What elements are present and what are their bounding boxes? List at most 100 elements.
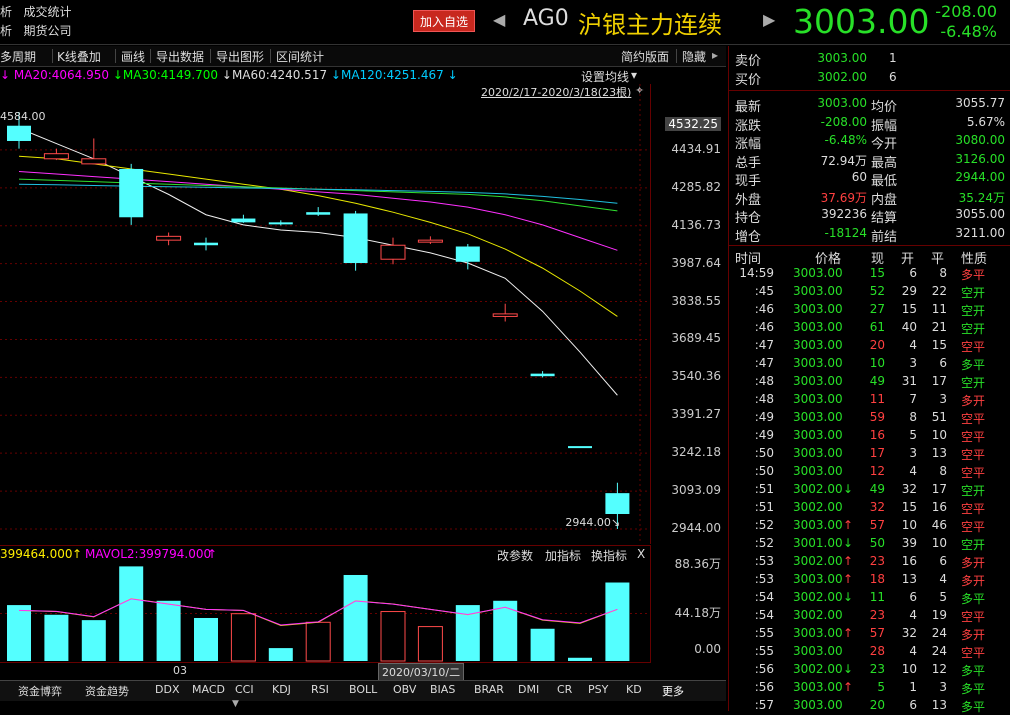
tab-cci[interactable]: CCI	[235, 683, 254, 696]
last-price: 3003.00	[793, 2, 930, 41]
tick-row[interactable]: :47 3003.00 10 3 6 多平	[729, 355, 1010, 373]
tab-资金博弈[interactable]: 资金博弈	[18, 685, 62, 698]
toolbar-hide[interactable]: 隐藏	[682, 50, 707, 64]
prev-arrow-icon[interactable]: ◀	[493, 10, 506, 29]
ma-settings-dropdown-icon[interactable]: ▾	[631, 68, 638, 82]
stat-value: 3055.77	[955, 96, 1005, 110]
tick-row[interactable]: :53 3003.00 ↑ 18 13 4 多开	[729, 571, 1010, 589]
tick-row[interactable]: :52 3001.00 ↓ 50 39 10 空开	[729, 535, 1010, 553]
tick-time: :49	[754, 428, 774, 442]
tick-volume: 10	[869, 356, 885, 370]
kline-chart[interactable]: 4584.00 2944.00↘	[0, 84, 650, 544]
tick-volume: 23	[869, 662, 885, 676]
tick-close: 17	[931, 482, 947, 496]
ma-settings-button[interactable]: 设置均线	[581, 70, 630, 84]
candle-body	[231, 218, 256, 223]
tick-row[interactable]: :56 3002.00 ↓ 23 10 12 多平	[729, 661, 1010, 679]
tab-psy[interactable]: PSY	[588, 683, 609, 696]
tick-time: :57	[754, 698, 774, 712]
toolbar-dropdown-icon[interactable]: ▸	[712, 48, 719, 62]
tick-close: 6	[939, 554, 947, 568]
next-arrow-icon[interactable]: ▶	[763, 10, 776, 29]
tick-type: 多开	[961, 574, 986, 588]
tick-type: 多开	[961, 394, 986, 408]
tick-row[interactable]: :52 3003.00 ↑ 57 10 46 空平	[729, 517, 1010, 535]
tick-time: :54	[754, 590, 774, 604]
tick-row[interactable]: :47 3003.00 20 4 15 空平	[729, 337, 1010, 355]
tick-row[interactable]: :49 3003.00 59 8 51 空平	[729, 409, 1010, 427]
tick-row[interactable]: :53 3002.00 ↑ 23 16 6 多开	[729, 553, 1010, 571]
tick-row[interactable]: :54 3002.00 23 4 19 空平	[729, 607, 1010, 625]
toolbar-range-stats[interactable]: 区间统计	[276, 50, 325, 64]
tick-table[interactable]: 14:59 3003.00 15 6 8 多平:45 3003.00 52 29 22 空开:46 3…	[729, 265, 1010, 714]
mavol-arrow-icon: ↑	[207, 547, 218, 561]
ma-line-blue	[18, 183, 618, 204]
volume-chart[interactable]	[0, 563, 650, 663]
date-range[interactable]: 2020/2/17-2020/3/18(23根)	[481, 86, 632, 99]
tick-row[interactable]: :54 3002.00 ↓ 11 6 5 多平	[729, 589, 1010, 607]
tab-bias[interactable]: BIAS	[430, 683, 456, 696]
candle	[81, 138, 107, 165]
add-to-watchlist-button[interactable]: 加入自选	[413, 10, 475, 32]
tab-kd[interactable]: KD	[626, 683, 642, 696]
tick-row[interactable]: :46 3003.00 61 40 21 空开	[729, 319, 1010, 337]
tab-kdj[interactable]: KDJ	[272, 683, 291, 696]
tab-cr[interactable]: CR	[557, 683, 573, 696]
tab-资金趋势[interactable]: 资金趋势	[85, 685, 129, 698]
price-change-pct: -6.48%	[940, 22, 997, 41]
tab-boll[interactable]: BOLL	[349, 683, 378, 696]
tick-volume: 61	[869, 320, 885, 334]
tick-row[interactable]: :51 3002.00 ↓ 49 32 17 空开	[729, 481, 1010, 499]
volume-bar	[7, 605, 31, 661]
volume-bar	[530, 628, 555, 661]
tab-dmi[interactable]: DMI	[518, 683, 540, 696]
tab-ddx[interactable]: DDX	[155, 683, 180, 696]
tick-volume: 16	[869, 428, 885, 442]
tick-row[interactable]: :57 3003.00 20 6 13 多平	[729, 697, 1010, 715]
tab-更多[interactable]: 更多	[662, 685, 684, 698]
tick-row[interactable]: :49 3003.00 16 5 10 空平	[729, 427, 1010, 445]
tick-row[interactable]: :48 3003.00 49 31 17 空开	[729, 373, 1010, 391]
tick-open: 1	[909, 680, 917, 694]
change-params-button[interactable]: 改参数	[497, 549, 534, 563]
tab-macd[interactable]: MACD	[192, 683, 225, 696]
toolbar-export-data[interactable]: 导出数据	[156, 50, 205, 64]
volume-bar	[156, 600, 181, 661]
tab-obv[interactable]: OBV	[393, 683, 417, 696]
tick-open: 10	[901, 518, 917, 532]
tick-row[interactable]: :48 3003.00 11 7 3 多开	[729, 391, 1010, 409]
tick-row[interactable]: :55 3003.00 ↑ 57 32 24 多开	[729, 625, 1010, 643]
menu-futures-company[interactable]: 期货公司	[23, 24, 72, 38]
ma20-value: MA20:4064.950	[13, 68, 110, 82]
price-tick-current: 4532.25	[665, 117, 721, 132]
add-indicator-button[interactable]: 加指标	[545, 549, 582, 563]
toolbar-export-image[interactable]: 导出图形	[216, 50, 265, 64]
tick-row[interactable]: :46 3003.00 27 15 11 空开	[729, 301, 1010, 319]
scroll-down-icon[interactable]: ▼	[232, 699, 239, 709]
tick-row[interactable]: :56 3003.00 ↑ 5 1 3 多平	[729, 679, 1010, 697]
tick-row[interactable]: :51 3002.00 32 15 16 空平	[729, 499, 1010, 517]
toolbar-simple-layout[interactable]: 简约版面	[621, 50, 670, 64]
close-indicator-icon[interactable]: X	[637, 547, 646, 561]
menu-analysis[interactable]: 析 成交统计	[0, 3, 71, 20]
menu-trade-stats[interactable]: 成交统计	[23, 5, 72, 19]
stat-label: 最高	[871, 155, 898, 171]
tick-volume: 20	[869, 698, 885, 712]
ma30-arrow-icon: ↓	[112, 68, 123, 82]
switch-indicator-button[interactable]: 换指标	[591, 549, 628, 563]
tab-rsi[interactable]: RSI	[311, 683, 329, 696]
tick-row[interactable]: :50 3003.00 17 3 13 空平	[729, 445, 1010, 463]
tick-close: 17	[931, 374, 947, 388]
tick-price: 3002.00	[793, 662, 843, 676]
toolbar-multi-period[interactable]: 多周期	[0, 50, 37, 64]
toolbar-kline-overlay[interactable]: K线叠加	[57, 50, 101, 64]
toolbar-draw-line[interactable]: 画线	[121, 50, 146, 64]
tick-row[interactable]: :50 3003.00 12 4 8 空平	[729, 463, 1010, 481]
tick-row[interactable]: :45 3003.00 52 29 22 空开	[729, 283, 1010, 301]
tick-price: 3003.00	[793, 302, 843, 316]
tick-row[interactable]: 14:59 3003.00 15 6 8 多平	[729, 265, 1010, 283]
tick-row[interactable]: :55 3003.00 28 4 24 空平	[729, 643, 1010, 661]
tick-type: 空平	[961, 412, 986, 426]
tab-brar[interactable]: BRAR	[474, 683, 504, 696]
menu-analysis-2[interactable]: 析 期货公司	[0, 22, 71, 39]
